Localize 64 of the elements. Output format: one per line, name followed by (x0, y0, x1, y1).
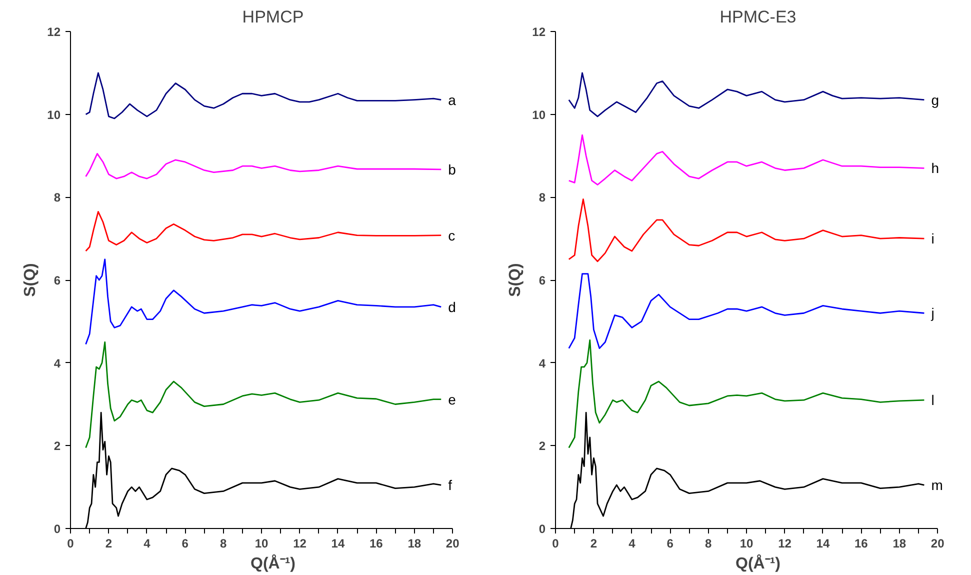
series-label: l (931, 392, 934, 408)
x-tick-label: 6 (666, 536, 674, 550)
x-tick-label: 18 (892, 536, 906, 550)
series-label: g (931, 92, 939, 108)
series-label: a (448, 92, 456, 108)
series-label: f (448, 477, 452, 494)
y-tick-label: 10 (532, 108, 546, 122)
series-label: e (448, 391, 456, 408)
y-tick-label: 2 (538, 439, 546, 454)
x-tick-label: 12 (778, 536, 792, 550)
y-tick-label: 8 (538, 190, 546, 205)
x-tick-label: 16 (369, 536, 384, 550)
line-series (568, 339, 925, 448)
series-label: d (448, 298, 456, 315)
line-series (568, 134, 925, 186)
x-tick-label: 20 (446, 536, 460, 550)
line-series (85, 152, 442, 180)
x-tick-label: 20 (930, 536, 945, 550)
line-series (85, 258, 442, 345)
y-tick-label: 8 (54, 190, 61, 205)
line-series (85, 341, 442, 448)
x-axis-title: Q(Å⁻¹) (736, 554, 780, 572)
series-label: b (448, 161, 456, 178)
y-tick-label: 6 (538, 274, 546, 288)
y-tick-label: 6 (54, 274, 61, 288)
series-label: h (931, 160, 939, 176)
y-tick-label: 10 (47, 108, 61, 122)
x-tick-label: 4 (628, 536, 636, 550)
series-label: c (448, 227, 456, 244)
x-tick-label: 10 (254, 536, 269, 550)
x-tick-label: 16 (854, 536, 868, 550)
x-tick-label: 2 (590, 536, 598, 550)
x-tick-label: 0 (67, 536, 74, 550)
series-label: m (931, 477, 943, 494)
y-tick-label: 2 (54, 439, 61, 454)
chart-title: HPMCP (242, 8, 304, 26)
y-tick-label: 4 (538, 356, 546, 370)
x-tick-label: 12 (293, 536, 307, 550)
line-series (568, 72, 925, 118)
x-tick-label: 2 (105, 536, 112, 550)
x-tick-label: 0 (552, 536, 560, 550)
chart-title: HPMC-E3 (720, 8, 796, 26)
y-tick-label: 12 (47, 25, 61, 39)
line-series (568, 273, 925, 350)
x-axis-title: Q(Å⁻¹) (250, 554, 296, 572)
series-label: j (930, 305, 934, 322)
y-tick-label: 0 (54, 522, 61, 536)
line-series (85, 72, 442, 120)
x-tick-label: 18 (408, 536, 422, 550)
y-axis-title: S(Q) (22, 263, 40, 297)
y-tick-label: 12 (532, 25, 546, 39)
x-tick-label: 8 (220, 536, 227, 550)
x-tick-label: 4 (144, 536, 151, 550)
x-tick-label: 10 (740, 536, 754, 550)
y-axis-title: S(Q) (507, 263, 524, 297)
x-tick-label: 14 (816, 536, 830, 550)
line-series (568, 198, 925, 262)
x-tick-label: 8 (704, 536, 712, 550)
x-tick-label: 6 (182, 536, 189, 550)
series-label: i (931, 230, 934, 247)
y-tick-label: 0 (538, 522, 546, 536)
y-tick-label: 4 (54, 356, 61, 370)
line-series (85, 210, 442, 252)
x-tick-label: 14 (331, 536, 345, 550)
